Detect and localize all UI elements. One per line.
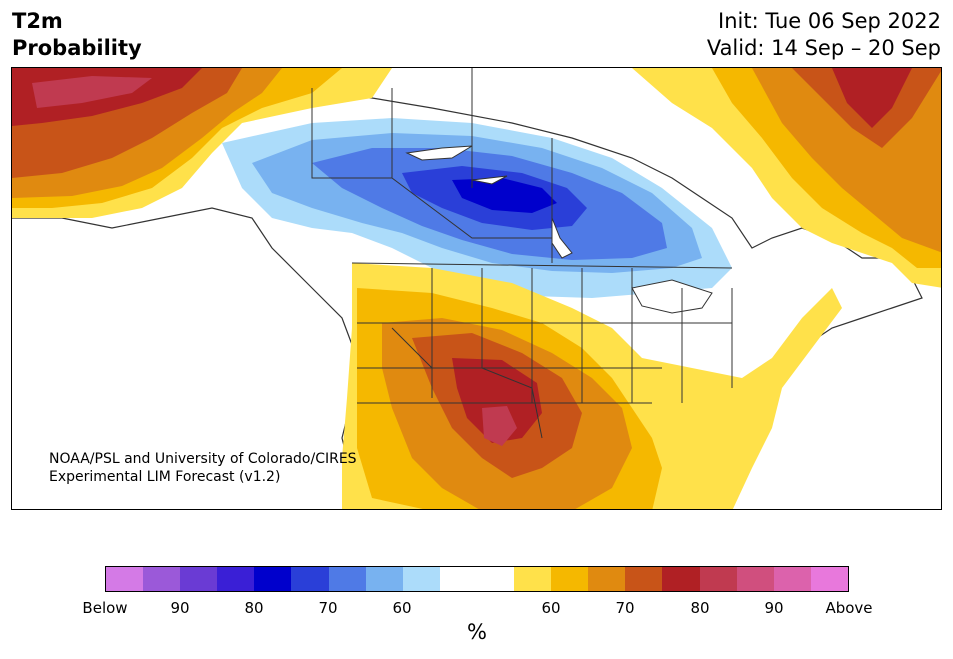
colorbar-tick-label: 90 [764, 599, 784, 617]
colorbar-tick-label: 80 [244, 599, 264, 617]
political-boundaries [311, 68, 733, 439]
colorbar-segment [699, 567, 737, 591]
water-bodies [405, 145, 713, 314]
title-line-variable: T2m [12, 9, 63, 33]
above-normal-regions [12, 68, 941, 509]
colorbar-segment [402, 567, 440, 591]
valid-range: Valid: 14 Sep – 20 Sep [706, 36, 941, 60]
colorbar-unit: % [467, 620, 487, 644]
title-line-kind: Probability [12, 36, 142, 60]
credit-line-2: Experimental LIM Forecast (v1.2) [49, 469, 281, 485]
north-america-map [12, 68, 941, 509]
colorbar-segment [476, 567, 515, 591]
colorbar-tick-label: Above [825, 599, 873, 617]
colorbar-segment [736, 567, 774, 591]
colorbar-tick-label: 60 [541, 599, 561, 617]
colorbar-segment [588, 567, 626, 591]
colorbar-segment [143, 567, 181, 591]
colorbar-segment [625, 567, 663, 591]
colorbar-segment [291, 567, 329, 591]
forecast-dates: Init: Tue 06 Sep 2022 Valid: 14 Sep – 20… [707, 8, 941, 62]
colorbar-tick-label: 90 [170, 599, 190, 617]
colorbar-segment [217, 567, 255, 591]
colorbar-tick-label: 80 [690, 599, 710, 617]
colorbar-segment [180, 567, 218, 591]
below-normal-regions [222, 118, 732, 298]
colorbar-tick-label: 70 [318, 599, 338, 617]
forecast-credit: NOAA/PSL and University of Colorado/CIRE… [49, 450, 357, 486]
chart-title: T2m Probability [12, 8, 142, 62]
colorbar-segment [514, 567, 552, 591]
colorbar-segment [439, 567, 477, 591]
credit-line-1: NOAA/PSL and University of Colorado/CIRE… [49, 451, 357, 467]
probability-colorbar [105, 566, 849, 592]
init-date: Init: Tue 06 Sep 2022 [718, 9, 941, 33]
colorbar-tick-label: 70 [615, 599, 635, 617]
colorbar-segment [254, 567, 292, 591]
colorbar-segment [106, 567, 144, 591]
colorbar-segment [773, 567, 811, 591]
colorbar-tick-label: Below [82, 599, 128, 617]
colorbar-tick-label: 60 [392, 599, 412, 617]
colorbar-segment [810, 567, 848, 591]
colorbar-segment [551, 567, 589, 591]
map-panel [11, 67, 942, 510]
colorbar-segment [365, 567, 403, 591]
colorbar-segment [328, 567, 366, 591]
colorbar-segment [662, 567, 700, 591]
